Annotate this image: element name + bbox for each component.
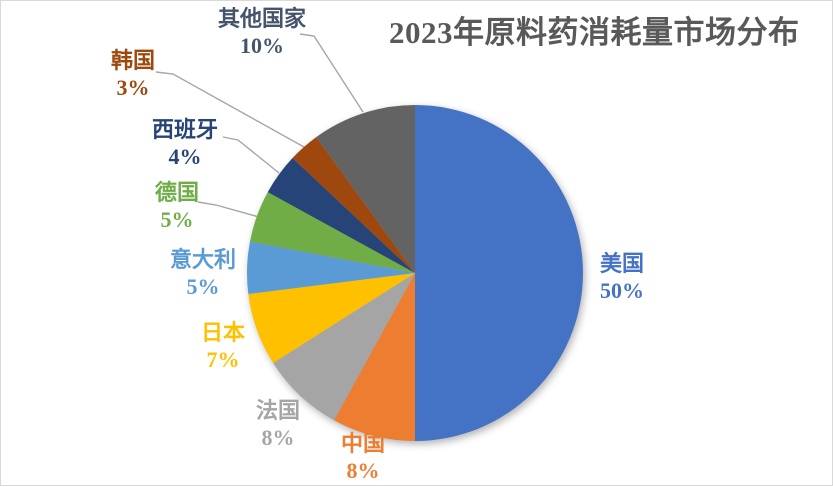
- pie-label-percent: 10%: [239, 33, 284, 58]
- pie-label-percent: 8%: [346, 458, 380, 483]
- pie-label-name: 中国: [340, 431, 386, 457]
- pie-slice-4[interactable]: [246, 241, 415, 295]
- pie-label-name: 法国: [255, 398, 301, 424]
- pie-label-name: 意大利: [169, 247, 237, 273]
- pie-label-name: 德国: [154, 180, 200, 206]
- pie-slice-5[interactable]: [249, 192, 415, 273]
- pie-slice-0[interactable]: [415, 105, 583, 441]
- pie-label-name: 韩国: [110, 48, 156, 74]
- pie-label-2: 法国 8%: [256, 398, 300, 452]
- pie-label-percent: 5%: [186, 274, 220, 299]
- pie-label-name: 日本: [200, 320, 246, 346]
- pie-label-1: 中国 8%: [341, 431, 385, 485]
- pie-label-percent: 3%: [116, 75, 150, 100]
- pie-slice-1[interactable]: [334, 273, 415, 441]
- pie-slice-group: [246, 105, 583, 441]
- pie-slice-6[interactable]: [267, 158, 415, 273]
- pie-label-5: 德国 5%: [155, 180, 199, 234]
- pie-label-percent: 4%: [168, 144, 202, 169]
- pie-label-3: 日本 7%: [201, 320, 245, 374]
- pie-slice-7[interactable]: [292, 137, 415, 273]
- pie-label-4: 意大利 5%: [170, 247, 236, 301]
- pie-label-name: 美国: [599, 251, 645, 277]
- pie-label-6: 西班牙 4%: [152, 117, 218, 171]
- pie-label-name: 西班牙: [151, 117, 219, 143]
- pie-label-7: 韩国 3%: [111, 48, 155, 102]
- pie-slice-3[interactable]: [248, 273, 415, 364]
- pie-label-percent: 50%: [599, 278, 644, 303]
- leader-line-0: [197, 201, 260, 218]
- pie-label-percent: 7%: [206, 347, 240, 372]
- pie-slice-8[interactable]: [316, 105, 415, 273]
- pie-slice-2[interactable]: [273, 273, 415, 421]
- leader-line-2: [155, 71, 305, 148]
- leader-line-3: [299, 33, 364, 113]
- leader-line-1: [222, 136, 280, 174]
- pie-label-percent: 5%: [160, 207, 194, 232]
- pie-label-8: 其他国家 10%: [218, 6, 306, 60]
- pie-label-name: 其他国家: [217, 6, 307, 32]
- pie-label-percent: 8%: [261, 425, 295, 450]
- chart-title: 2023年原料药消耗量市场分布: [389, 15, 800, 50]
- pie-label-0: 美国 50%: [600, 251, 644, 305]
- leader-lines: [155, 33, 364, 218]
